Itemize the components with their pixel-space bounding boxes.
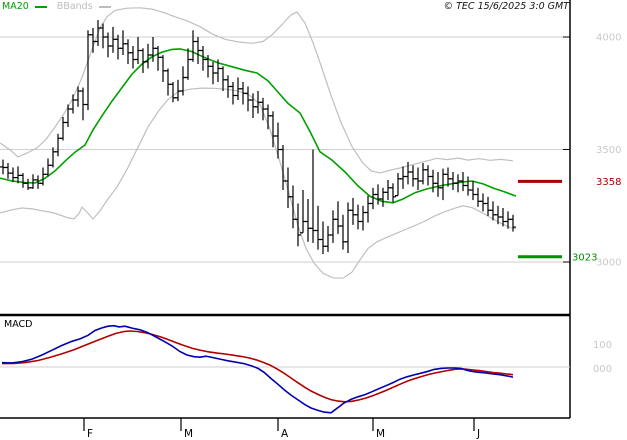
macd-signal-line [1,330,514,403]
month-label: M [376,428,385,440]
legend-ma20-label: MA20 [2,1,29,12]
copyright-text: © TEC 15/6/2025 3:0 GMT [443,1,569,12]
legend-bbands-label: BBands [56,1,93,12]
level-label: 3023 [572,252,597,263]
month-label: A [281,428,289,440]
bollinger-upper-band [0,7,514,174]
macd-axis-label: 000 [593,364,612,375]
macd-main-line [1,324,514,414]
price-axis-label: 4000 [596,33,621,44]
macd-axis-label: 100 [593,340,612,351]
price-axis-label: 3000 [596,258,621,269]
ma20-line-swatch [34,5,47,8]
macd-indicator-label: MACD [4,319,33,330]
price-axis-label: 3500 [596,145,621,156]
ma20-line [0,48,517,204]
level-label: 3358 [596,177,621,188]
month-label: M [184,428,193,440]
month-label: F [87,428,93,440]
month-label: J [476,428,480,440]
bollinger-lower-band [0,87,517,279]
chart-legend: MA20 BBands [2,1,117,12]
bbands-line-swatch [98,5,111,8]
